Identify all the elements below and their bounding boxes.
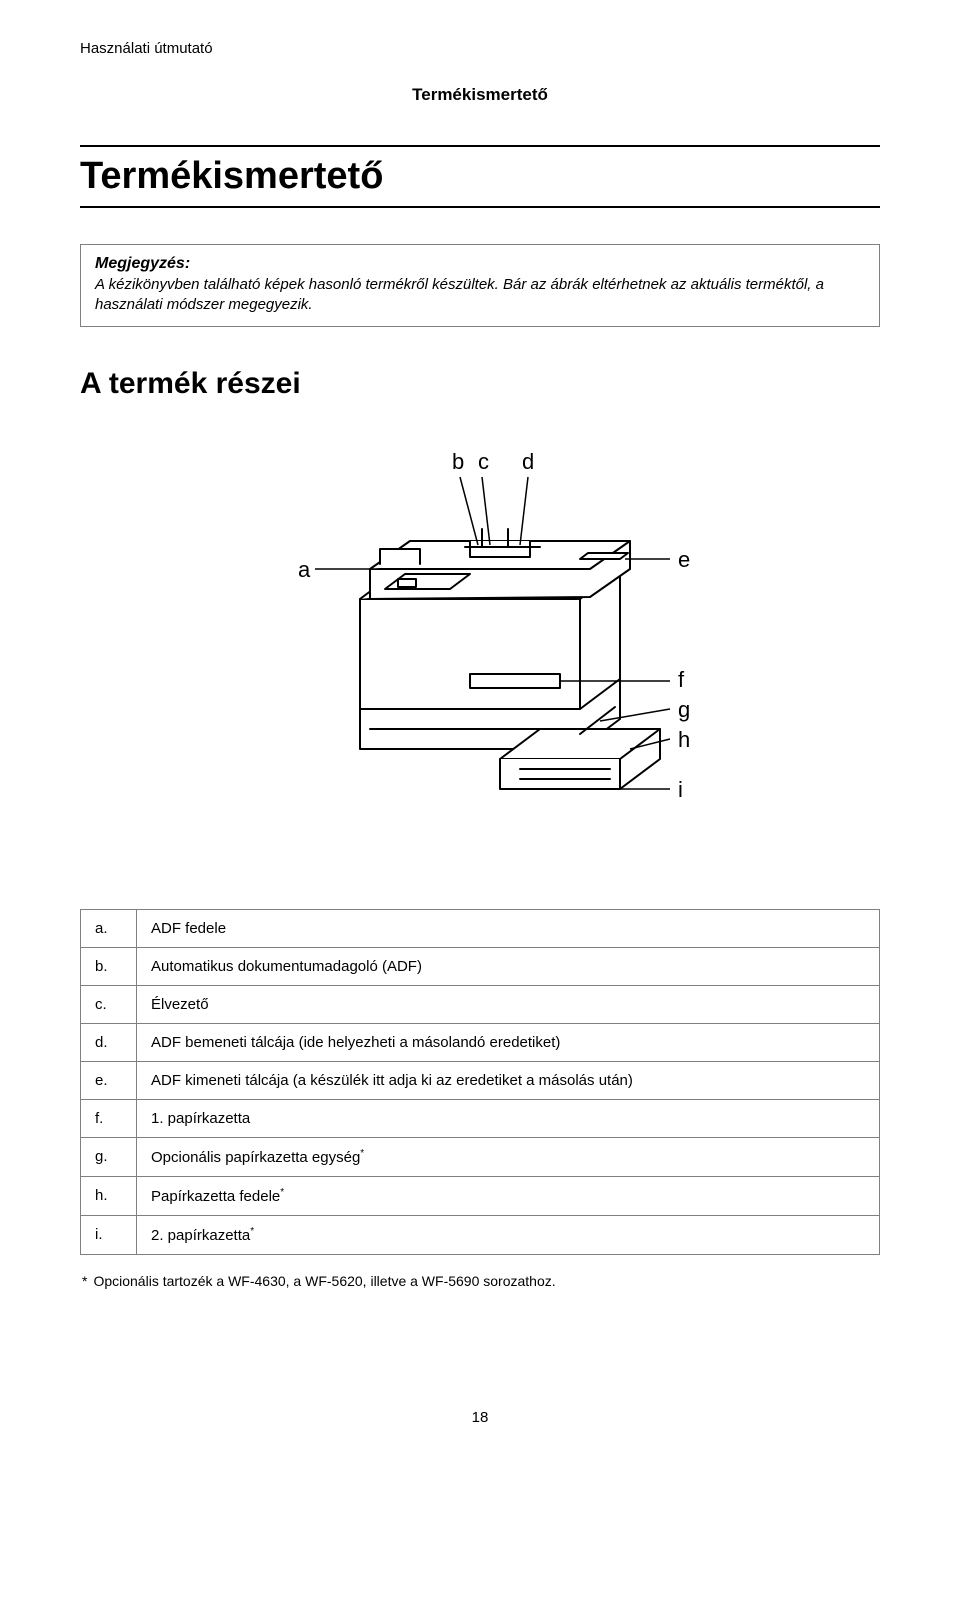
- parts-desc: Automatikus dokumentumadagoló (ADF): [137, 947, 880, 985]
- table-row: c.Élvezető: [81, 985, 880, 1023]
- diagram-label-i: i: [678, 777, 683, 802]
- parts-desc: ADF kimeneti tálcája (a készülék itt adj…: [137, 1061, 880, 1099]
- footnote: * Opcionális tartozék a WF-4630, a WF-562…: [82, 1273, 880, 1289]
- footnote-text: Opcionális tartozék a WF-4630, a WF-5620…: [93, 1273, 555, 1289]
- product-diagram: a b c d e f g h i: [220, 429, 740, 849]
- parts-desc: 1. papírkazetta: [137, 1099, 880, 1137]
- parts-desc: Papírkazetta fedele*: [137, 1176, 880, 1215]
- table-row: e.ADF kimeneti tálcája (a készülék itt a…: [81, 1061, 880, 1099]
- parts-letter: f.: [81, 1099, 137, 1137]
- parts-desc: ADF bemeneti tálcája (ide helyezheti a m…: [137, 1023, 880, 1061]
- parts-desc: 2. papírkazetta*: [137, 1215, 880, 1254]
- table-row: d.ADF bemeneti tálcája (ide helyezheti a…: [81, 1023, 880, 1061]
- parts-letter: c.: [81, 985, 137, 1023]
- page-title: Termékismertető: [80, 147, 880, 206]
- diagram-label-b: b: [452, 449, 464, 474]
- divider-bottom: [80, 206, 880, 208]
- note-heading: Megjegyzés:: [95, 255, 865, 273]
- note-box: Megjegyzés: A kézikönyvben található kép…: [80, 244, 880, 327]
- product-diagram-wrap: a b c d e f g h i: [80, 429, 880, 849]
- footnote-star: *: [82, 1273, 87, 1289]
- diagram-label-c: c: [478, 449, 489, 474]
- table-row: a.ADF fedele: [81, 909, 880, 947]
- table-row: g.Opcionális papírkazetta egység*: [81, 1137, 880, 1176]
- parts-desc: ADF fedele: [137, 909, 880, 947]
- parts-desc: Opcionális papírkazetta egység*: [137, 1137, 880, 1176]
- diagram-label-d: d: [522, 449, 534, 474]
- parts-table: a.ADF fedeleb.Automatikus dokumentumadag…: [80, 909, 880, 1255]
- page-number: 18: [80, 1409, 880, 1426]
- parts-letter: e.: [81, 1061, 137, 1099]
- parts-letter: b.: [81, 947, 137, 985]
- diagram-label-f: f: [678, 667, 685, 692]
- parts-letter: d.: [81, 1023, 137, 1061]
- section-title: A termék részei: [80, 367, 880, 401]
- parts-letter: i.: [81, 1215, 137, 1254]
- table-row: b.Automatikus dokumentumadagoló (ADF): [81, 947, 880, 985]
- table-row: h.Papírkazetta fedele*: [81, 1176, 880, 1215]
- note-body: A kézikönyvben található képek hasonló t…: [95, 275, 865, 316]
- diagram-label-a: a: [298, 557, 311, 582]
- parts-letter: a.: [81, 909, 137, 947]
- diagram-label-g: g: [678, 697, 690, 722]
- diagram-label-e: e: [678, 547, 690, 572]
- diagram-label-h: h: [678, 727, 690, 752]
- parts-desc: Élvezető: [137, 985, 880, 1023]
- parts-letter: h.: [81, 1176, 137, 1215]
- title-block: Termékismertető: [80, 145, 880, 208]
- running-header: Használati útmutató: [80, 40, 880, 57]
- parts-letter: g.: [81, 1137, 137, 1176]
- chapter-label: Termékismertető: [80, 85, 880, 105]
- table-row: f.1. papírkazetta: [81, 1099, 880, 1137]
- table-row: i.2. papírkazetta*: [81, 1215, 880, 1254]
